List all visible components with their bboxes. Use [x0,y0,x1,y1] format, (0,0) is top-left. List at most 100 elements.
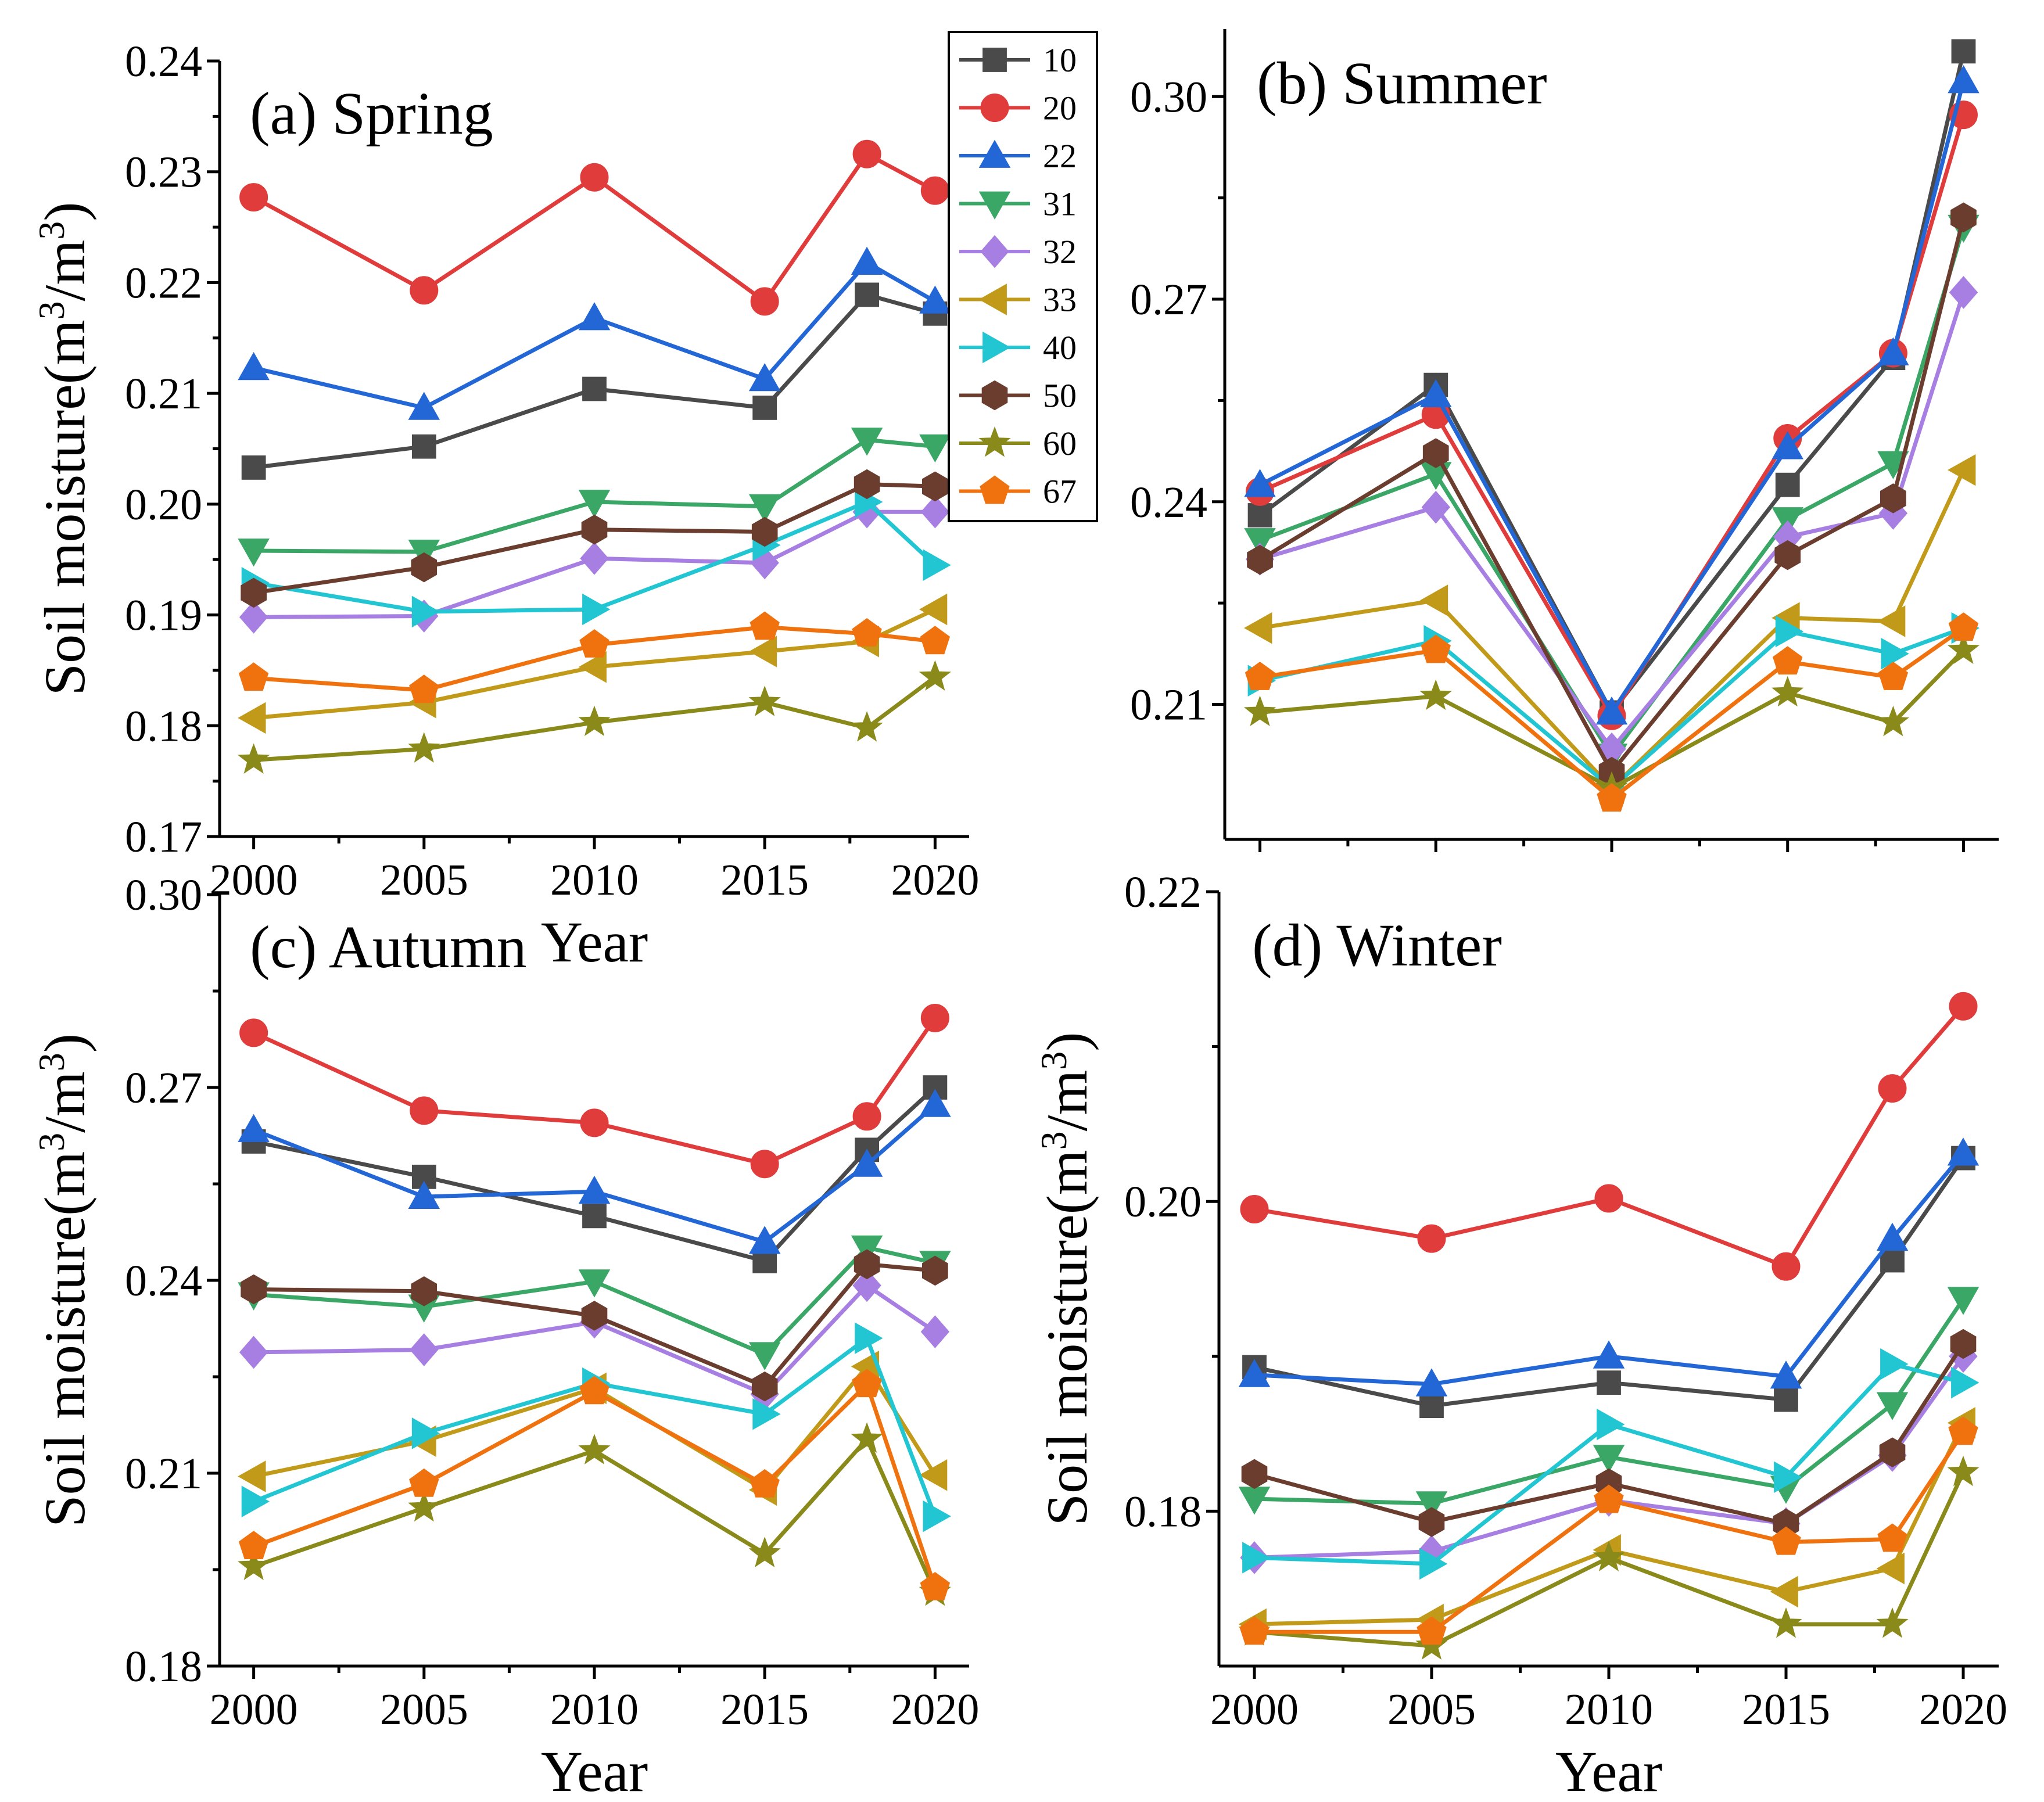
x-tick-label: 2010 [550,1685,639,1734]
data-point-60 [578,1434,611,1464]
y-tick-label: 0.21 [1130,681,1207,730]
data-point-50 [854,469,880,500]
data-point-60 [238,1549,270,1580]
y-axis-title-part: 3 [31,221,72,240]
legend-marker [980,235,1009,268]
data-point-50 [1879,1437,1906,1467]
series-20 [1246,100,1978,730]
data-point-40 [411,1417,440,1449]
data-point-67 [1948,612,1979,641]
data-point-67 [409,1468,439,1497]
data-point-31 [1593,1445,1625,1473]
data-point-50 [241,577,267,608]
data-point-50 [241,1274,267,1305]
y-axis-title-part: /m [33,240,97,301]
y-axis-title: Soil moisture(m3/m3) [31,202,98,695]
data-point-32 [239,1336,268,1369]
data-point-32 [920,495,950,529]
data-point-22 [1877,337,1909,365]
data-point-67 [920,1571,951,1600]
data-point-67 [1417,1616,1447,1645]
data-point-67 [1878,661,1909,690]
y-tick-label: 0.24 [125,1257,202,1305]
data-point-67 [238,662,269,691]
data-point-22 [1947,1137,1980,1166]
series-67 [238,1369,951,1600]
legend-marker [980,94,1009,122]
data-point-33 [238,1460,266,1492]
series-50 [1241,1329,1977,1539]
series-22 [238,246,951,420]
data-point-22 [851,246,883,275]
x-tick-label: 2000 [1210,1685,1299,1734]
series-line-60 [253,1437,937,1593]
y-tick-label: 0.21 [125,1449,202,1498]
data-point-60 [1593,1541,1625,1571]
panel-title: (b) Summer [1257,50,1547,117]
series-40 [241,1322,951,1532]
data-point-33 [919,593,948,626]
data-point-22 [1772,431,1803,460]
legend-marker [978,191,1011,220]
series-line-60 [253,675,937,762]
data-point-40 [1774,1461,1802,1493]
data-point-22 [1770,1361,1802,1389]
y-tick-label: 0.24 [1130,478,1207,527]
data-point-50 [411,552,438,583]
data-point-22 [1595,696,1628,725]
data-point-22 [1593,1340,1625,1369]
data-point-32 [1949,276,1978,309]
data-point-10 [241,455,266,480]
series-67 [1239,1416,1978,1645]
legend-entry: 60 [959,425,1077,462]
data-point-20 [580,1108,609,1137]
data-point-22 [408,1180,440,1209]
data-point-22 [238,1114,270,1142]
series-line-40 [1254,1362,1964,1566]
data-point-22 [578,1175,611,1204]
data-point-67 [750,611,780,640]
data-point-20 [852,1102,881,1131]
legend-entry: 33 [959,281,1077,319]
y-tick-label: 0.19 [125,591,202,640]
data-point-50 [1950,202,1977,233]
series-line-33 [1254,1422,1966,1627]
data-point-20 [920,1003,949,1032]
legend-label: 20 [1043,89,1077,127]
x-axis-title: Year [1555,1739,1662,1802]
panel-3: 0.18 0.21 0.24 0.27 0.30 2000 2005 2010 2015 2020… [31,871,980,1802]
data-point-67 [1239,1616,1270,1645]
data-point-20 [239,183,268,212]
x-tick-label: 2005 [1387,1685,1476,1734]
series-line-50 [1258,217,1966,774]
data-point-40 [1597,1408,1625,1441]
legend-marker [978,139,1011,168]
data-point-40 [1880,1348,1909,1380]
series-line-67 [1259,626,1965,801]
data-point-22 [1238,1359,1271,1387]
series-line-33 [1259,469,1966,791]
series-line-31 [253,1245,936,1356]
data-point-40 [1419,1548,1448,1580]
y-axis-title-part: ) [1035,1032,1099,1051]
series-67 [238,611,951,703]
y-tick-label: 0.18 [125,1642,202,1691]
legend-entry: 10 [959,41,1077,79]
series-33 [1238,1407,1975,1641]
data-point-33 [748,636,777,667]
data-point-50 [922,471,948,502]
data-point-32 [410,1333,439,1366]
data-point-20 [410,276,439,305]
data-point-22 [919,1089,951,1117]
y-axis-title: Soil moisture(m3/m3) [1033,1032,1100,1525]
x-tick-label: 2010 [550,856,639,904]
series-line-31 [1259,226,1966,758]
data-point-40 [1775,615,1804,648]
series-22 [1244,65,1980,725]
data-point-33 [1770,1575,1798,1608]
y-tick-label: 0.23 [125,148,202,197]
data-point-67 [852,1369,882,1398]
data-point-22 [578,302,611,331]
series-line-50 [1254,1342,1965,1526]
data-point-67 [1773,646,1803,675]
